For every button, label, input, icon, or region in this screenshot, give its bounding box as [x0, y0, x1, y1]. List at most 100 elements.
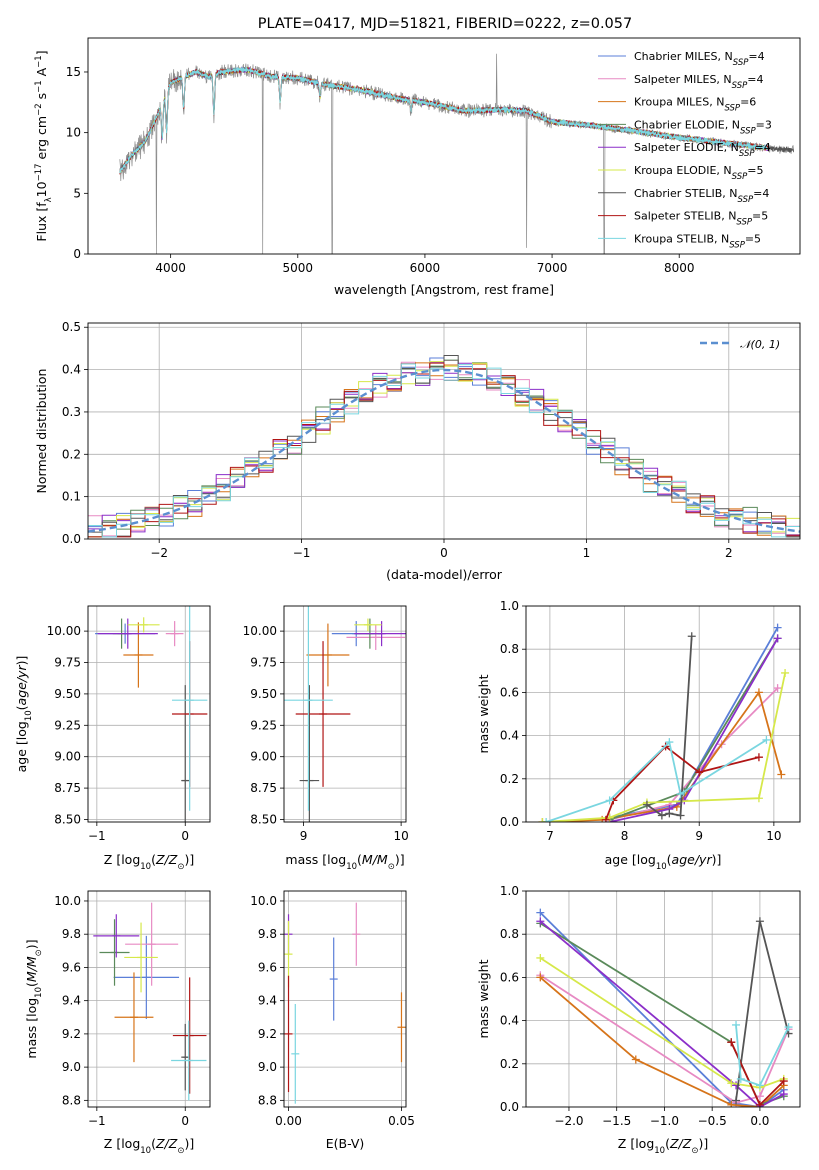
axes-frame — [283, 890, 407, 1108]
weight-marker — [754, 794, 763, 803]
y-tick-label: 9.50 — [250, 687, 277, 701]
legend-entry: Chabrier MILES, NSSP=4 — [634, 50, 765, 68]
y-axis-label: mass weight — [476, 674, 491, 753]
y-tick-label: 9.0 — [258, 1060, 277, 1074]
axes-frame — [87, 890, 211, 1108]
x-tick-label: 0.05 — [388, 1114, 415, 1128]
x-tick-label: 1 — [583, 546, 591, 560]
weight-marker — [727, 1079, 736, 1088]
y-tick-label: 9.25 — [250, 718, 277, 732]
x-tick-label: 0 — [440, 546, 448, 560]
weight-marker — [727, 1100, 736, 1107]
panel-mass_vs_Z: −1 0 8.8 9.0 9.2 9.4 9.6 9.8 10.0 Z [log10(Z/Z⊙)]… — [24, 890, 211, 1156]
y-tick-label: 0.2 — [62, 447, 81, 461]
plot-area-age_vs_mass — [284, 606, 406, 822]
weight-marker — [784, 1023, 793, 1032]
x-tick-label: 2 — [725, 546, 733, 560]
x-tick-label: −0.5 — [698, 1114, 727, 1128]
y-tick-label: 1.0 — [500, 884, 519, 898]
weight-marker — [605, 796, 614, 805]
x-tick-label: 5000 — [283, 261, 314, 275]
plot-area-age_vs_Z — [88, 606, 210, 822]
y-tick-label: 9.50 — [54, 687, 81, 701]
legend-entry: Kroupa ELODIE, NSSP=5 — [634, 164, 764, 182]
weight-marker — [687, 632, 696, 641]
legend-entry: Salpeter ELODIE, NSSP=4 — [634, 141, 771, 159]
x-tick-label: 7000 — [537, 261, 568, 275]
y-tick-label: 9.75 — [250, 656, 277, 670]
y-tick-label: 0.8 — [500, 642, 519, 656]
weight-marker — [536, 917, 545, 926]
x-axis-label: wavelength [Angstrom, rest frame] — [334, 282, 554, 297]
weight-marker — [779, 1077, 788, 1086]
x-tick-label: 0.00 — [275, 1114, 302, 1128]
legend-entry: Salpeter MILES, NSSP=4 — [634, 73, 764, 91]
figure-title: PLATE=0417, MJD=51821, FIBERID=0222, z=0… — [258, 16, 632, 32]
y-tick-label: 9.0 — [62, 1060, 81, 1074]
axes-frame — [87, 605, 211, 823]
y-tick-label: 8.75 — [54, 781, 81, 795]
y-tick-label: 0.2 — [500, 772, 519, 786]
x-tick-label: 9 — [300, 829, 308, 843]
weight-marker — [732, 1020, 741, 1029]
x-tick-label: 0 — [181, 829, 189, 843]
y-tick-label: 9.6 — [62, 960, 81, 974]
histogram-gray — [88, 355, 800, 538]
weight-marker — [781, 668, 790, 677]
x-tick-label: 7 — [546, 829, 554, 843]
x-tick-label: 9 — [695, 829, 703, 843]
y-tick-label: 0.6 — [500, 685, 519, 699]
y-tick-label: 9.4 — [62, 994, 81, 1008]
y-tick-label: 8.50 — [250, 812, 277, 826]
axes-frame — [87, 37, 801, 255]
weight-line-pink — [539, 974, 790, 1104]
plot-area-weight_vs_age — [526, 606, 800, 822]
panel-spectrum: 4000 5000 6000 7000 8000 0 5 10 15 wavelength [An… — [34, 37, 801, 297]
x-tick-label: −1 — [88, 829, 106, 843]
x-tick-label: 8 — [621, 829, 629, 843]
x-tick-label: 0 — [181, 1114, 189, 1128]
y-tick-label: 9.8 — [258, 927, 277, 941]
weight-marker — [754, 753, 763, 762]
y-tick-label: 8.75 — [250, 781, 277, 795]
x-tick-label: 0.0 — [750, 1114, 769, 1128]
weight-marker — [676, 789, 685, 798]
weight-marker — [665, 809, 674, 818]
x-axis-label: (data-model)/error — [386, 567, 503, 582]
weight-marker — [755, 1092, 764, 1101]
y-tick-label: 9.8 — [62, 927, 81, 941]
weight-line-blue — [539, 911, 785, 1107]
y-axis-label: Normed distribution — [34, 369, 49, 494]
x-tick-label: 8000 — [664, 261, 695, 275]
x-axis-label: E(B-V) — [326, 1136, 365, 1151]
y-tick-label: 0.5 — [62, 320, 81, 334]
y-tick-label: 1.0 — [500, 599, 519, 613]
weight-marker — [736, 1074, 745, 1083]
weight-marker — [536, 973, 545, 982]
y-tick-label: 9.4 — [258, 994, 277, 1008]
histogram-red — [88, 362, 800, 538]
y-tick-label: 0.0 — [500, 815, 519, 829]
weight-marker — [542, 818, 551, 822]
y-tick-label: 0.0 — [500, 1100, 519, 1114]
weight-line-purple — [609, 637, 779, 822]
weight-marker — [773, 684, 782, 693]
plot-area-residuals — [88, 323, 800, 539]
weight-marker — [676, 811, 685, 820]
y-tick-label: 9.2 — [62, 1027, 81, 1041]
y-tick-label: 0.0 — [62, 532, 81, 546]
weight-line-cyan — [735, 1024, 790, 1087]
x-tick-label: 4000 — [155, 261, 186, 275]
weight-marker — [657, 811, 666, 820]
y-tick-label: 8.8 — [62, 1093, 81, 1107]
y-tick-label: 0.6 — [500, 970, 519, 984]
y-tick-label: 9.00 — [54, 750, 81, 764]
weight-marker — [755, 917, 764, 926]
weight-marker — [777, 770, 786, 779]
normal-reference-line — [88, 368, 800, 533]
x-axis-label: age [log10(age/yr)] — [605, 852, 722, 872]
weight-marker — [755, 1081, 764, 1090]
legend-entry: Salpeter STELIB, NSSP=5 — [634, 210, 768, 228]
legend-entry: Kroupa MILES, NSSP=6 — [634, 96, 756, 114]
